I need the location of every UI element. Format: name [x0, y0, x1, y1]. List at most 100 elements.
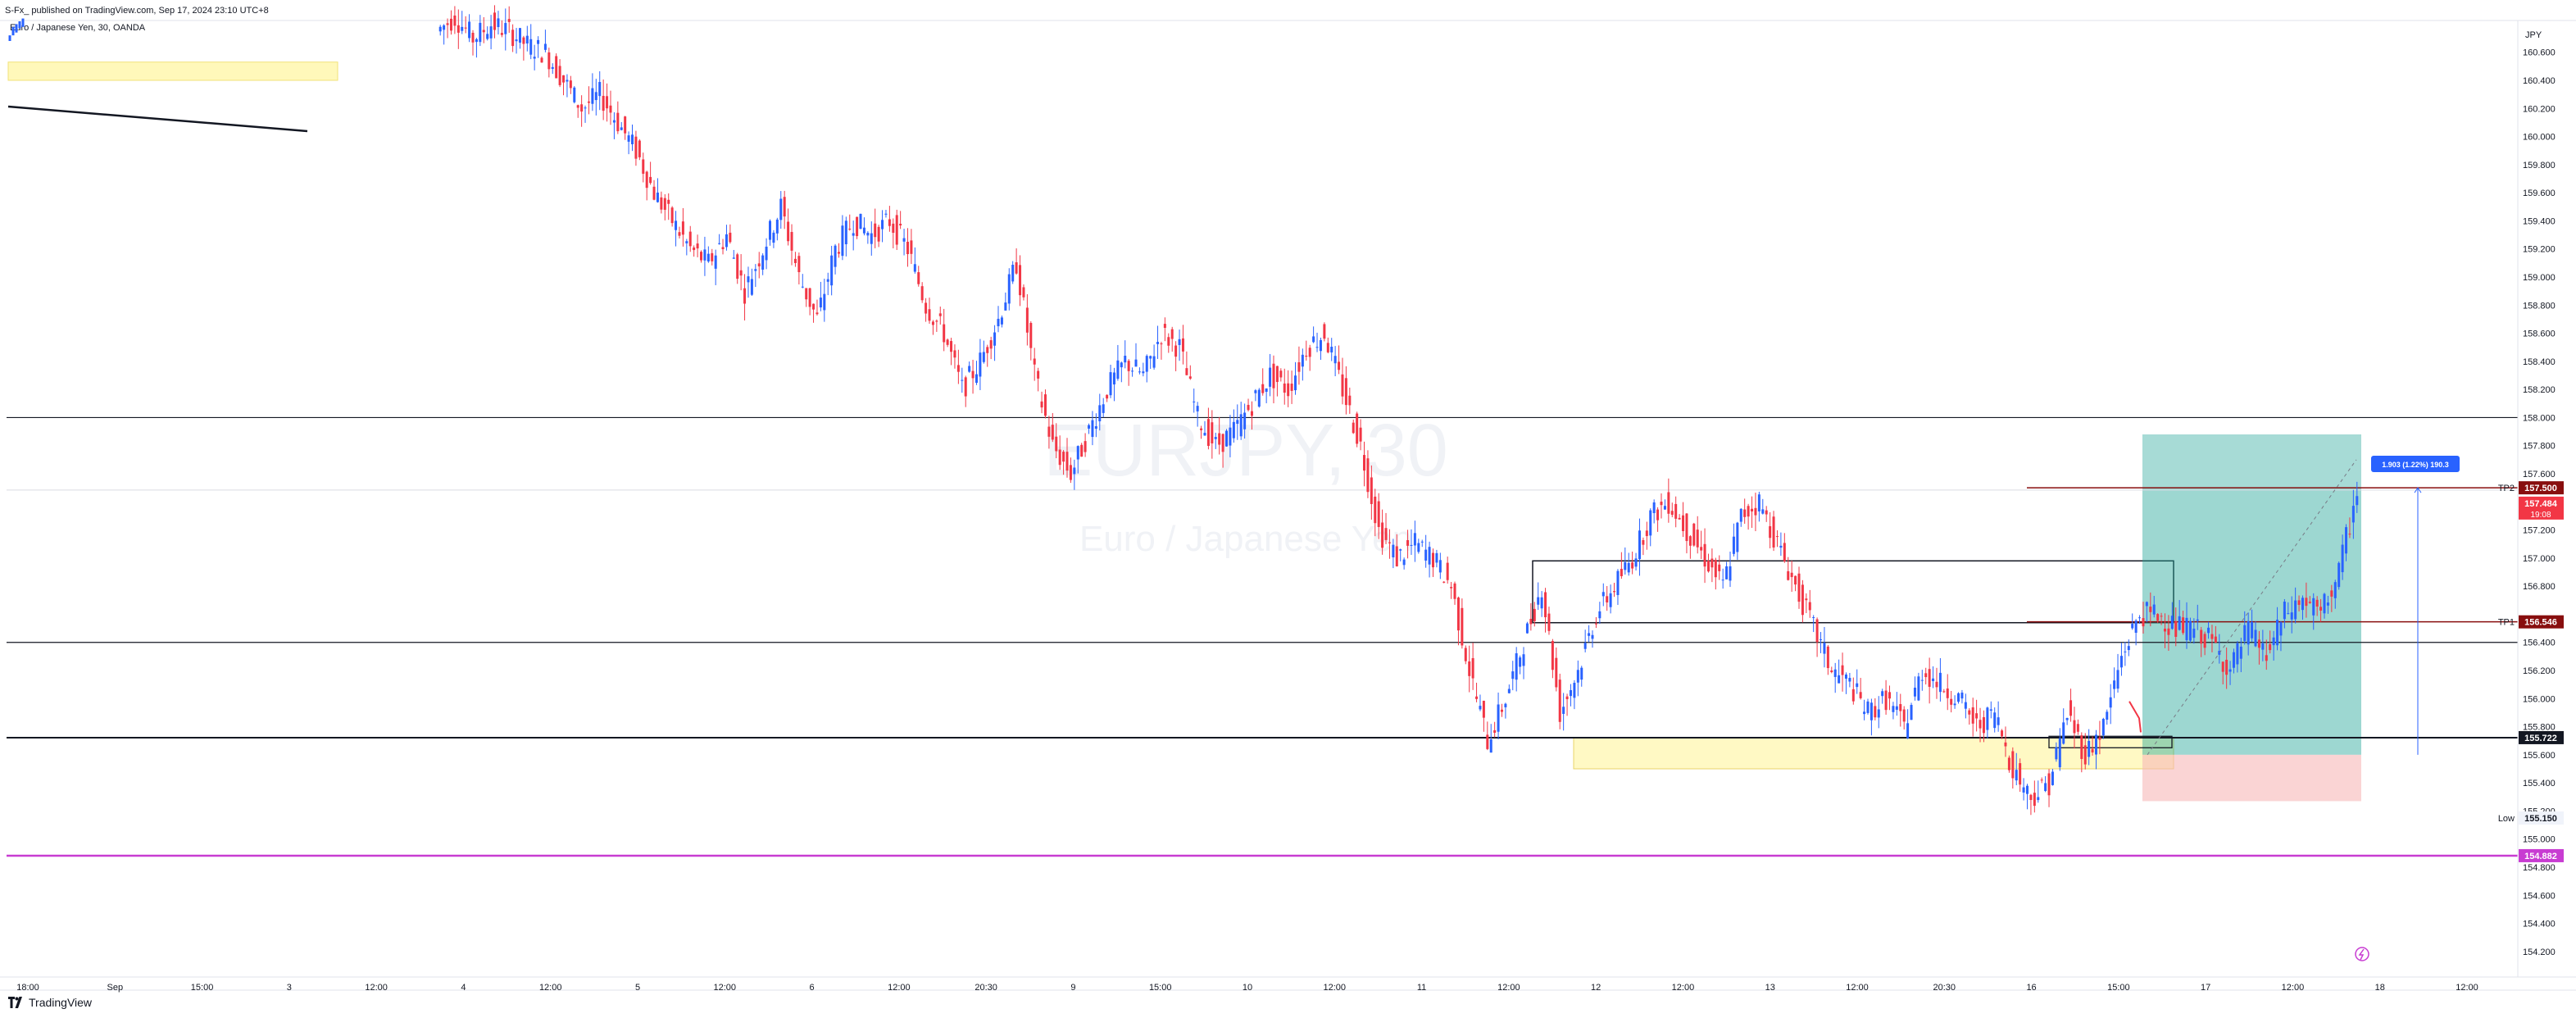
entry-box[interactable]	[2048, 735, 2173, 748]
candle-body	[1214, 437, 1217, 439]
candle-body	[1938, 672, 1942, 693]
candle-body	[1863, 711, 1866, 715]
candle-body	[1775, 536, 1779, 538]
candle-body	[2330, 590, 2333, 597]
candle-body	[1239, 414, 1243, 437]
candle-body	[1033, 358, 1036, 365]
candle-body	[1435, 552, 1438, 563]
price-tag	[2519, 811, 2564, 825]
candle-body	[693, 247, 696, 251]
candle-body	[1348, 395, 1352, 406]
lightning-circle-icon[interactable]	[2355, 947, 2369, 961]
rectangle-box[interactable]	[1532, 560, 2174, 624]
candle-body	[1149, 356, 1152, 359]
candle-body	[2170, 616, 2174, 629]
candle-body	[823, 293, 826, 311]
time-axis-label: 15:00	[191, 983, 214, 993]
time-axis-label: 12:00	[1846, 983, 1869, 993]
candle-body	[1544, 592, 1547, 618]
price-axis-tick: 155.600	[2523, 751, 2556, 761]
candle-body	[1913, 687, 1916, 697]
candle-body	[602, 95, 605, 111]
candle-body	[518, 28, 521, 43]
price-tag	[2519, 848, 2564, 862]
candle-body	[1522, 654, 1525, 666]
candle-body	[1011, 265, 1015, 282]
price-axis-tick: 158.800	[2523, 301, 2556, 311]
candle-body	[2015, 770, 2018, 781]
candle-body	[1247, 404, 1250, 411]
candle-body	[1482, 700, 1485, 718]
candle-body	[1290, 384, 1293, 391]
time-axis-label: 4	[461, 983, 466, 993]
candle-body	[1338, 361, 1341, 370]
price-axis-tick: 158.600	[2523, 329, 2556, 339]
candle-body	[1960, 693, 1964, 699]
candle-body	[1431, 552, 1434, 568]
candle-body	[1007, 274, 1011, 304]
candle-body	[1406, 540, 1410, 546]
candle-body	[1170, 329, 1174, 339]
candle-body	[979, 352, 982, 377]
candle-body	[1211, 422, 1214, 443]
candle-body	[620, 127, 623, 130]
candle-body	[624, 116, 627, 134]
candle-body	[1181, 338, 1184, 352]
demand-zone[interactable]	[1573, 737, 2174, 770]
candle-body	[645, 171, 648, 189]
candle-body	[1696, 529, 1699, 548]
price-axis-tick: 155.800	[2523, 723, 2556, 733]
candle-body	[1420, 541, 1424, 543]
candle-body	[1942, 691, 1946, 693]
price-axis-tick: 159.600	[2523, 189, 2556, 198]
candle-body	[1551, 641, 1554, 670]
time-axis-label: 12:00	[888, 983, 911, 993]
candle-body	[884, 213, 888, 215]
supply-zone-top-left[interactable]	[7, 61, 338, 81]
candle-body	[1682, 515, 1685, 531]
candle-body	[2351, 506, 2355, 523]
candle-body	[482, 30, 485, 33]
candle-body	[1366, 458, 1370, 493]
candle-body	[547, 52, 551, 70]
candle-body	[841, 225, 844, 257]
candle-body	[2026, 785, 2029, 794]
price-tag-value: 155.150	[2524, 814, 2557, 824]
candle-body	[1257, 389, 1261, 407]
candle-body	[1982, 717, 1985, 734]
candle-body	[1428, 547, 1431, 565]
time-axis-label: 12:00	[1324, 983, 1347, 993]
symbol-description[interactable]: Euro / Japanese Yen, 30, OANDA	[10, 23, 146, 33]
candle-body	[2004, 742, 2007, 747]
trend-line[interactable]	[7, 105, 308, 133]
candle-body	[1206, 419, 1210, 446]
candle-body	[975, 374, 978, 384]
candle-body	[1088, 425, 1091, 429]
candle-body	[2145, 602, 2148, 607]
candle-body	[2290, 612, 2293, 620]
candle-body	[1370, 477, 1373, 504]
candle-body	[739, 270, 743, 276]
candle-body	[1413, 533, 1416, 546]
candle-body	[2236, 643, 2239, 665]
long-position-loss[interactable]	[2142, 754, 2361, 802]
candle-body	[649, 176, 652, 184]
price-tag-value: 156.546	[2524, 618, 2557, 628]
candle-body	[2251, 621, 2254, 639]
candle-body	[2062, 722, 2065, 744]
candle-body	[15, 24, 18, 33]
candle-body	[1591, 634, 1594, 639]
candle-body	[2308, 602, 2311, 603]
candle-body	[2076, 724, 2079, 732]
candle-body	[1185, 368, 1188, 375]
candle-body	[2333, 582, 2337, 598]
candle-body	[529, 39, 533, 55]
candle-body	[1576, 670, 1579, 683]
candle-body	[457, 25, 460, 33]
tradingview-logo-icon	[8, 997, 22, 1008]
candle-body	[2279, 622, 2283, 636]
candle-body	[1261, 384, 1265, 393]
candle-body	[1305, 355, 1308, 357]
candle-body	[616, 112, 620, 132]
